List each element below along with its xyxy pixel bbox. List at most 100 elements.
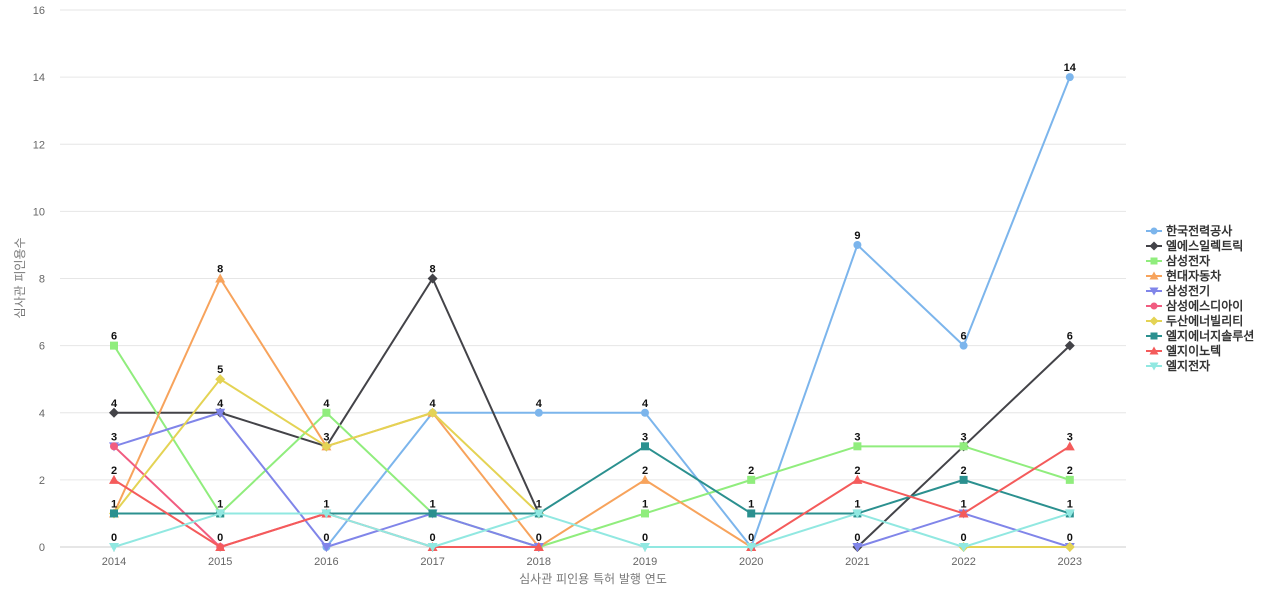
data-point [215, 273, 226, 283]
data-point [640, 543, 650, 552]
legend-item[interactable]: 삼성에스디아이 [1146, 298, 1243, 313]
data-label: 0 [217, 532, 223, 544]
legend-label: 엘에스일렉트릭 [1166, 238, 1243, 253]
legend-label: 한국전력공사 [1166, 223, 1232, 238]
data-label: 0 [748, 532, 754, 544]
data-label: 9 [854, 230, 860, 242]
data-point [215, 374, 226, 385]
series-line [114, 277, 540, 514]
legend-symbol [1150, 227, 1158, 235]
legend-symbol [1150, 257, 1158, 265]
legend-item[interactable]: 엘지이노텍 [1146, 343, 1221, 358]
data-label: 1 [323, 498, 329, 510]
data-point [747, 509, 756, 518]
x-tick-label: 2016 [314, 556, 338, 568]
data-label: 8 [430, 264, 436, 276]
data-label: 1 [217, 498, 223, 510]
data-labels: 4 4 9 6 14 4 4 8 6 6 4 1 2 3 3 2 8 3 2 0 0 3 5 4 0 0 1 1 1 1 1 3 1 1 2 1 2 0 0… [111, 62, 1077, 544]
series-line [113, 512, 1071, 548]
data-point [1064, 542, 1075, 552]
data-point [109, 407, 119, 418]
data-point [641, 442, 649, 451]
data-label: 4 [217, 398, 224, 410]
series-line [750, 445, 1071, 548]
series-9 [109, 441, 1075, 551]
legend-item[interactable]: 두산에너빌리티 [1146, 313, 1243, 328]
data-label: 0 [111, 532, 117, 544]
legend-item[interactable]: 엘지에너지솔루션 [1146, 328, 1254, 343]
data-label: 3 [1067, 431, 1073, 443]
legend-symbol [1149, 346, 1159, 355]
data-point [959, 442, 968, 451]
data-label: 0 [642, 532, 648, 544]
legend-label: 엘지이노텍 [1166, 343, 1221, 358]
data-point [215, 509, 226, 519]
data-label: 1 [961, 498, 967, 510]
data-point [959, 475, 968, 484]
legend-item[interactable]: 삼성전자 [1146, 253, 1210, 268]
data-point [109, 543, 119, 552]
data-point [640, 474, 650, 484]
series-line [325, 76, 1071, 548]
x-axis-title: 심사관 피인용 특허 발행 연도 [519, 571, 667, 586]
legend-item[interactable]: 엘지전자 [1146, 358, 1210, 373]
y-tick-label: 10 [33, 206, 45, 218]
series-line [113, 345, 1071, 548]
x-tick-label: 2014 [102, 556, 126, 568]
data-label: 3 [642, 431, 648, 443]
data-label: 2 [1067, 465, 1073, 477]
y-tick-label: 12 [33, 139, 45, 151]
x-axis-ticks: 2014 2015 2016 2017 2018 2019 2020 2021 2022 2023 [102, 547, 1082, 568]
legend-symbol [1149, 287, 1159, 296]
x-tick-label: 2018 [527, 556, 551, 568]
legend-symbol [1150, 332, 1158, 340]
series-10 [109, 509, 1075, 552]
y-axis-title: 심사관 피인용수 [13, 237, 27, 318]
data-point [534, 408, 543, 417]
data-point [1065, 73, 1074, 82]
data-label: 1 [642, 498, 648, 510]
data-point [427, 407, 438, 418]
data-label: 0 [323, 532, 329, 544]
data-point [641, 509, 649, 518]
y-tick-label: 2 [39, 475, 45, 487]
data-label: 1 [430, 498, 436, 510]
x-tick-label: 2023 [1058, 556, 1082, 568]
data-point [1064, 340, 1075, 351]
data-point [110, 341, 118, 350]
series-7 [109, 374, 1075, 552]
data-point [321, 441, 332, 452]
legend: 한국전력공사엘에스일렉트릭삼성전자현대자동차삼성전기삼성에스디아이두산에너빌리티… [1146, 223, 1254, 373]
data-label: 1 [1067, 498, 1073, 510]
y-tick-label: 16 [33, 5, 45, 17]
data-label: 4 [642, 398, 649, 410]
series-lines [109, 73, 1075, 552]
legend-item[interactable]: 삼성전기 [1146, 283, 1210, 298]
legend-item[interactable]: 엘에스일렉트릭 [1146, 238, 1243, 253]
data-label: 4 [111, 398, 118, 410]
data-point [215, 542, 226, 551]
data-point [533, 542, 544, 551]
data-label: 4 [536, 398, 543, 410]
legend-label: 삼성에스디아이 [1166, 298, 1243, 313]
data-label: 0 [854, 532, 860, 544]
legend-label: 삼성전기 [1166, 283, 1210, 298]
data-point [852, 509, 863, 519]
data-label: 1 [536, 498, 542, 510]
legend-symbol [1149, 362, 1159, 371]
data-point [958, 543, 969, 552]
data-point [852, 543, 863, 552]
data-point [110, 509, 118, 518]
data-label: 3 [961, 431, 967, 443]
data-point [321, 509, 332, 519]
data-label: 3 [854, 431, 860, 443]
data-point [958, 508, 969, 518]
data-label: 1 [854, 498, 860, 510]
data-point [1065, 475, 1074, 484]
data-label: 6 [961, 331, 967, 343]
legend-item[interactable]: 현대자동차 [1146, 268, 1221, 283]
legend-item[interactable]: 한국전력공사 [1146, 223, 1232, 238]
data-label: 3 [323, 431, 329, 443]
